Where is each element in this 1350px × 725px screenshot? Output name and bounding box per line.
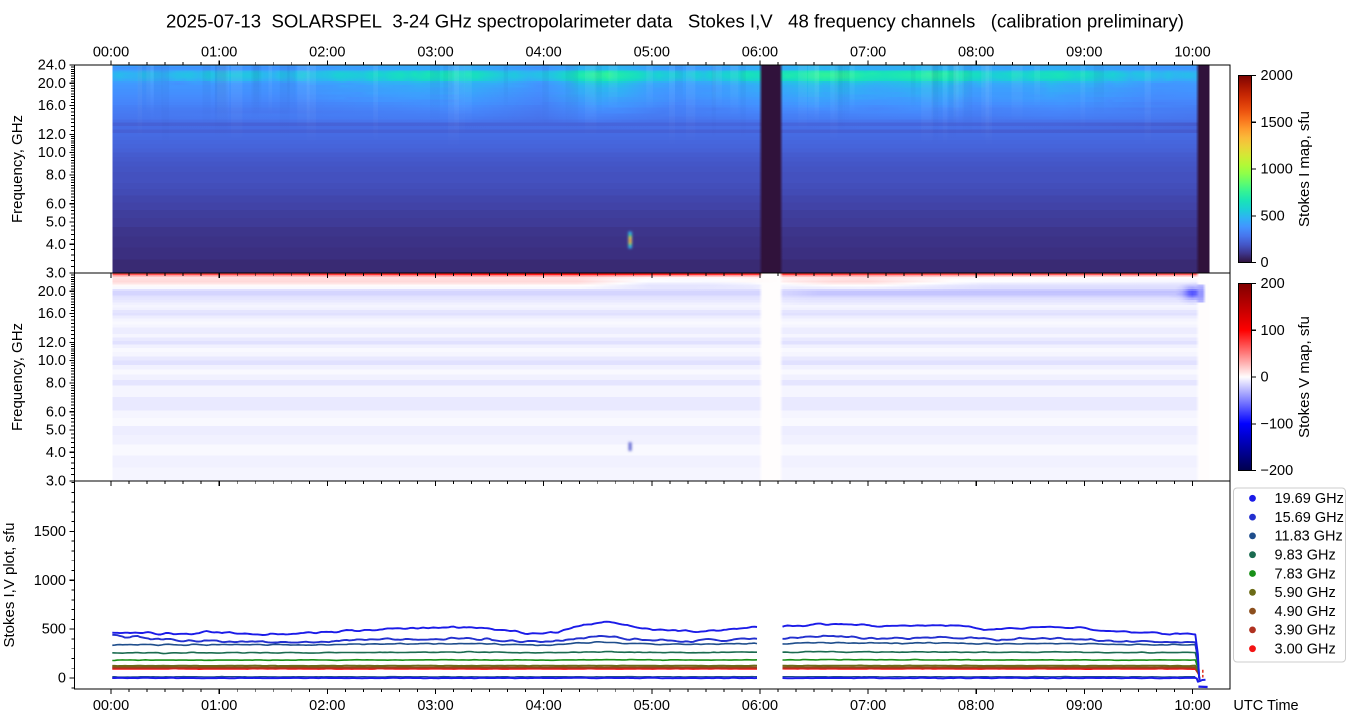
- svg-text:6.0: 6.0: [46, 196, 66, 212]
- svg-text:0: 0: [58, 671, 66, 687]
- svg-text:16.0: 16.0: [38, 306, 66, 322]
- svg-text:20.0: 20.0: [38, 284, 66, 300]
- svg-text:Stokes V map, sfu: Stokes V map, sfu: [1296, 316, 1313, 438]
- svg-text:Frequency, GHz: Frequency, GHz: [9, 115, 26, 223]
- svg-text:02:00: 02:00: [309, 45, 345, 61]
- svg-text:4.90 GHz: 4.90 GHz: [1275, 604, 1336, 620]
- svg-text:10:00: 10:00: [1174, 45, 1210, 61]
- svg-text:06:00: 06:00: [742, 45, 778, 61]
- svg-text:3.0: 3.0: [46, 266, 66, 282]
- svg-text:09:00: 09:00: [1066, 698, 1102, 714]
- svg-text:1500: 1500: [34, 524, 66, 540]
- svg-text:19.69 GHz: 19.69 GHz: [1275, 491, 1344, 507]
- svg-text:1500: 1500: [1261, 115, 1293, 131]
- svg-text:−200: −200: [1261, 463, 1294, 479]
- svg-text:0: 0: [1261, 255, 1269, 271]
- svg-text:100: 100: [1261, 323, 1285, 339]
- svg-text:05:00: 05:00: [634, 45, 670, 61]
- svg-text:03:00: 03:00: [417, 45, 453, 61]
- svg-text:16.0: 16.0: [38, 98, 66, 114]
- svg-text:24.0: 24.0: [38, 58, 66, 74]
- svg-text:1000: 1000: [1261, 162, 1293, 178]
- svg-text:−100: −100: [1261, 416, 1294, 432]
- svg-text:00:00: 00:00: [93, 698, 129, 714]
- svg-text:07:00: 07:00: [850, 45, 886, 61]
- svg-text:7.83 GHz: 7.83 GHz: [1275, 566, 1336, 582]
- svg-text:01:00: 01:00: [201, 698, 237, 714]
- svg-text:15.69 GHz: 15.69 GHz: [1275, 510, 1344, 526]
- svg-text:08:00: 08:00: [958, 698, 994, 714]
- svg-text:4.0: 4.0: [46, 237, 66, 253]
- svg-text:Stokes I map, sfu: Stokes I map, sfu: [1296, 111, 1313, 227]
- svg-text:01:00: 01:00: [201, 45, 237, 61]
- svg-text:200: 200: [1261, 276, 1285, 292]
- svg-text:05:00: 05:00: [634, 698, 670, 714]
- svg-text:Stokes I,V plot, sfu: Stokes I,V plot, sfu: [1, 522, 18, 647]
- svg-text:10:00: 10:00: [1174, 698, 1210, 714]
- svg-text:02:00: 02:00: [309, 698, 345, 714]
- svg-text:500: 500: [1261, 208, 1285, 224]
- svg-text:500: 500: [42, 622, 66, 638]
- svg-text:12.0: 12.0: [38, 335, 66, 351]
- svg-text:5.90 GHz: 5.90 GHz: [1275, 585, 1336, 601]
- svg-text:11.83 GHz: 11.83 GHz: [1275, 529, 1343, 545]
- svg-text:07:00: 07:00: [850, 698, 886, 714]
- svg-text:00:00: 00:00: [93, 45, 129, 61]
- svg-text:3.00 GHz: 3.00 GHz: [1275, 642, 1336, 658]
- svg-text:5.0: 5.0: [46, 215, 66, 231]
- svg-text:2025-07-13 SOLARSPEL 3-24 GH: 2025-07-13 SOLARSPEL 3-24 GHz spectropol…: [166, 10, 1184, 31]
- svg-text:8.0: 8.0: [46, 168, 66, 184]
- svg-text:4.0: 4.0: [46, 445, 66, 461]
- svg-text:3.90 GHz: 3.90 GHz: [1275, 623, 1336, 639]
- svg-text:6.0: 6.0: [46, 404, 66, 420]
- svg-text:Frequency, GHz: Frequency, GHz: [9, 323, 26, 431]
- svg-text:0: 0: [1261, 370, 1269, 386]
- svg-text:03:00: 03:00: [417, 698, 453, 714]
- svg-text:06:00: 06:00: [742, 698, 778, 714]
- svg-text:10.0: 10.0: [38, 145, 66, 161]
- svg-text:1000: 1000: [34, 573, 66, 589]
- svg-text:8.0: 8.0: [46, 376, 66, 392]
- svg-text:3.0: 3.0: [46, 474, 66, 490]
- svg-text:2000: 2000: [1261, 68, 1293, 84]
- svg-text:5.0: 5.0: [46, 423, 66, 439]
- svg-text:08:00: 08:00: [958, 45, 994, 61]
- svg-text:9.83 GHz: 9.83 GHz: [1275, 548, 1336, 564]
- svg-text:UTC Time: UTC Time: [1233, 698, 1298, 714]
- svg-text:12.0: 12.0: [38, 127, 66, 143]
- svg-text:10.0: 10.0: [38, 353, 66, 369]
- svg-text:04:00: 04:00: [525, 45, 561, 61]
- svg-text:09:00: 09:00: [1066, 45, 1102, 61]
- svg-text:20.0: 20.0: [38, 76, 66, 92]
- svg-text:04:00: 04:00: [525, 698, 561, 714]
